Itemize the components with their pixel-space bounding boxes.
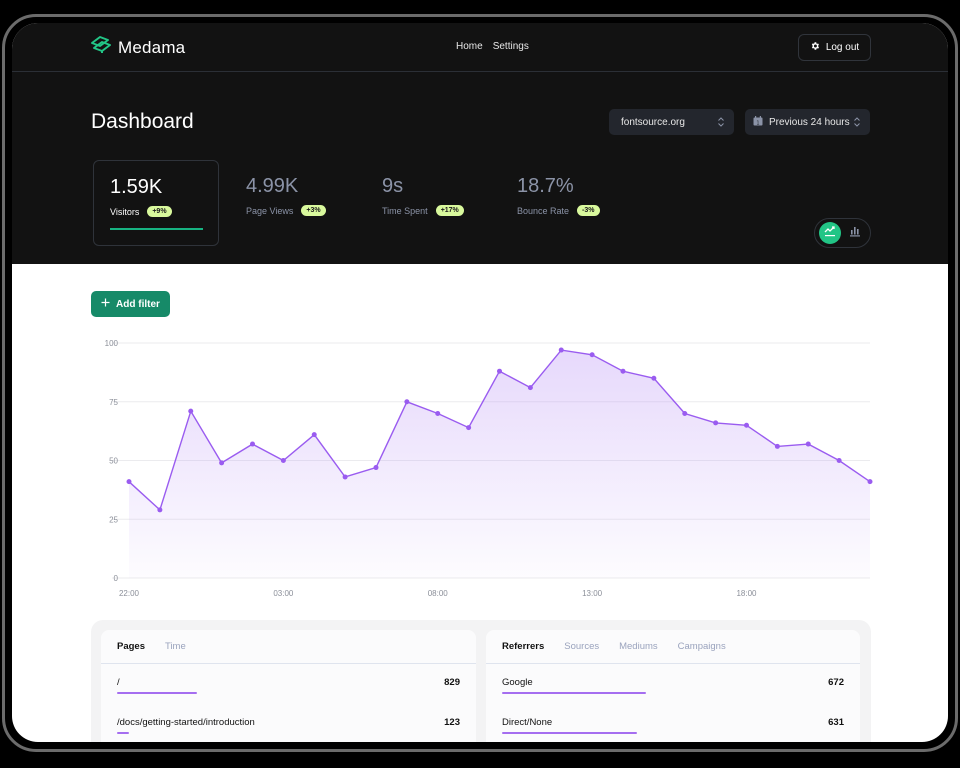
- referrer-count: 631: [828, 717, 844, 728]
- logo-text: Medama: [118, 37, 186, 57]
- list-item[interactable]: / 829: [101, 664, 476, 704]
- chart-area: [129, 350, 870, 578]
- chevron-up-down-icon: [717, 116, 725, 131]
- referrer-name: Direct/None: [502, 717, 553, 728]
- referrer-name: Google: [502, 677, 533, 688]
- list-item[interactable]: /docs/getting-started/introduction 123: [101, 704, 476, 742]
- stat-label: Page Views: [246, 205, 294, 216]
- stat-value: 18.7%: [517, 175, 574, 197]
- proportion-bar: [502, 692, 646, 694]
- change-badge: +17%: [435, 205, 464, 216]
- svg-text:100: 100: [105, 339, 119, 348]
- list-item[interactable]: Direct/None 631: [486, 704, 860, 742]
- stat-label: Time Spent: [382, 205, 428, 216]
- stat-value: 1.59K: [110, 176, 163, 198]
- logo[interactable]: Medama: [90, 35, 185, 60]
- logout-label: Log out: [825, 42, 860, 53]
- stat-label-row: Page Views +3%: [246, 205, 326, 216]
- svg-text:03:00: 03:00: [273, 589, 294, 598]
- change-badge: +3%: [301, 205, 326, 216]
- bar-chart-icon: [849, 224, 861, 242]
- page-count: 829: [444, 677, 460, 688]
- site-select[interactable]: fontsource.org: [609, 109, 734, 135]
- proportion-bar: [117, 732, 129, 734]
- chart-x-axis: 22:00 03:00 08:00 13:00 18:00: [119, 589, 757, 598]
- nav-links: Home Settings: [456, 41, 529, 52]
- tab-pages[interactable]: Pages: [117, 641, 145, 652]
- add-filter-button[interactable]: Add filter: [91, 291, 170, 317]
- bar-chart-button[interactable]: [844, 222, 866, 244]
- stat-visitors[interactable]: 1.59K Visitors +9%: [93, 160, 219, 246]
- nav-link-home[interactable]: Home: [456, 41, 483, 52]
- svg-text:75: 75: [109, 398, 118, 407]
- calendar-icon: 1: [753, 115, 763, 129]
- svg-text:18:00: 18:00: [736, 589, 757, 598]
- pages-panel: Pages Time / 829 /docs/getting-started/i…: [101, 630, 476, 742]
- stat-label-row: Visitors +9%: [110, 206, 172, 217]
- referrers-panel: Referrers Sources Mediums Campaigns Goog…: [486, 630, 860, 742]
- referrer-count: 672: [828, 677, 844, 688]
- svg-text:08:00: 08:00: [428, 589, 449, 598]
- logout-button[interactable]: Log out: [798, 34, 871, 61]
- list-item[interactable]: Google 672: [486, 664, 860, 704]
- line-chart-button[interactable]: [819, 222, 841, 244]
- svg-text:50: 50: [109, 457, 118, 466]
- site-select-value: fontsource.org: [621, 116, 685, 128]
- change-badge: +9%: [147, 206, 172, 217]
- date-range-select[interactable]: 1 Previous 24 hours: [745, 109, 870, 135]
- tab-time[interactable]: Time: [165, 641, 186, 652]
- tab-sources[interactable]: Sources: [564, 641, 600, 652]
- line-chart-icon: [824, 224, 836, 242]
- stat-page-views[interactable]: 4.99K Page Views +3%: [230, 160, 350, 246]
- gear-icon: [810, 41, 820, 54]
- nav-link-settings[interactable]: Settings: [492, 41, 529, 52]
- plus-icon: [101, 298, 110, 310]
- date-range-value: Previous 24 hours: [769, 116, 850, 128]
- proportion-bar: [502, 732, 637, 734]
- svg-text:1: 1: [756, 120, 759, 126]
- page-title: Dashboard: [91, 110, 194, 133]
- referrers-tabs: Referrers Sources Mediums Campaigns: [486, 630, 860, 664]
- stat-bounce-rate[interactable]: 18.7% Bounce Rate -3%: [501, 160, 621, 246]
- header-region: Medama Home Settings Log out Dashboard f…: [12, 23, 948, 264]
- stat-label-row: Bounce Rate -3%: [517, 205, 600, 216]
- svg-text:22:00: 22:00: [119, 589, 140, 598]
- svg-text:13:00: 13:00: [582, 589, 603, 598]
- logo-icon: [90, 35, 112, 60]
- chart-type-toggle: [814, 218, 871, 248]
- stat-value: 9s: [382, 175, 404, 197]
- tab-referrers[interactable]: Referrers: [502, 641, 545, 652]
- stat-label: Bounce Rate: [517, 205, 570, 216]
- stat-label: Visitors: [110, 206, 140, 217]
- pages-tabs: Pages Time: [101, 630, 476, 664]
- top-navigation: Medama Home Settings Log out: [12, 23, 948, 72]
- page-path: /: [117, 677, 120, 688]
- tab-mediums[interactable]: Mediums: [619, 641, 658, 652]
- add-filter-label: Add filter: [116, 298, 160, 310]
- change-badge: -3%: [577, 205, 600, 216]
- svg-text:25: 25: [109, 515, 118, 524]
- page-count: 123: [444, 717, 460, 728]
- chart-points: [126, 347, 873, 513]
- stat-value: 4.99K: [246, 175, 299, 197]
- visitors-area-chart: 0 25 50 75 100 22:00 03:00 08:00 13:00 18:00: [105, 339, 873, 598]
- stat-label-row: Time Spent +17%: [382, 205, 464, 216]
- app-window: Medama Home Settings Log out Dashboard f…: [12, 23, 948, 742]
- proportion-bar: [117, 692, 197, 694]
- active-indicator: [110, 228, 203, 230]
- stat-time-spent[interactable]: 9s Time Spent +17%: [366, 160, 486, 246]
- tab-campaigns[interactable]: Campaigns: [677, 641, 726, 652]
- chevron-up-down-icon: [853, 116, 861, 131]
- page-path: /docs/getting-started/introduction: [117, 717, 255, 728]
- svg-text:0: 0: [114, 574, 119, 583]
